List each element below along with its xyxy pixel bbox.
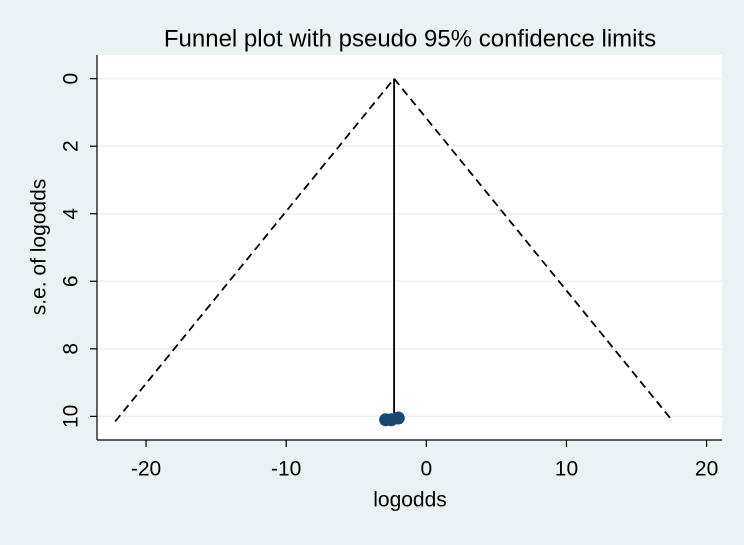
data-point [391, 411, 405, 425]
plot-area [97, 55, 722, 440]
x-tick-label: -20 [131, 458, 161, 481]
chart-title: Funnel plot with pseudo 95% confidence l… [164, 25, 656, 52]
x-tick-label: 20 [695, 458, 718, 481]
x-tick-label: 10 [555, 458, 578, 481]
y-tick-label: 6 [60, 275, 83, 287]
x-tick-label: 0 [420, 458, 432, 481]
funnel-limit-line [114, 77, 674, 422]
y-tick-label: 4 [60, 208, 83, 220]
y-tick-label: 0 [60, 73, 83, 85]
x-tick-label: -10 [271, 458, 301, 481]
y-axis-label: s.e. of logodds [28, 179, 51, 316]
y-tick-label: 10 [60, 405, 83, 428]
y-tick-label: 2 [60, 140, 83, 152]
x-axis-label: logodds [373, 489, 447, 512]
y-tick-label: 8 [60, 343, 83, 355]
